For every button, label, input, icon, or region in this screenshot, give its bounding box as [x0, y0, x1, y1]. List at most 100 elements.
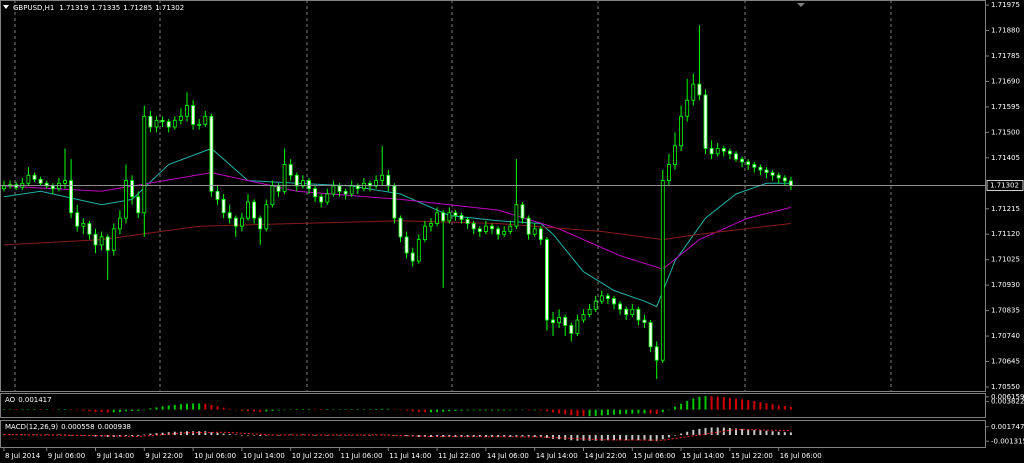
ao-bar [94, 409, 97, 412]
menu-icon[interactable] [3, 5, 9, 9]
ao-bar [149, 408, 152, 410]
ao-bar [198, 403, 201, 410]
ao-bar [655, 409, 658, 415]
candle-body [75, 212, 80, 227]
macd-bar [747, 429, 750, 436]
candle-body [227, 212, 232, 219]
y-tick-label: 0.001747 [991, 423, 1024, 431]
macd-bar [94, 435, 97, 437]
candle-body [593, 300, 598, 310]
ao-bar [631, 409, 634, 414]
macd-bar [771, 431, 774, 436]
candle-body [14, 184, 19, 188]
candle-body [697, 83, 702, 96]
ao-bar [350, 409, 353, 410]
candle-body [422, 225, 427, 240]
macd-bar [460, 435, 463, 437]
ao-bar [777, 405, 780, 410]
macd-bar [704, 427, 707, 436]
ao-bar [265, 409, 268, 412]
macd-bar [210, 432, 213, 436]
ao-bar [222, 407, 225, 410]
candle-body [99, 236, 104, 246]
candle-body [38, 178, 43, 184]
macd-bar [466, 435, 469, 437]
macd-bar [753, 429, 756, 436]
macd-bar [509, 435, 512, 437]
ao-bar [381, 408, 384, 410]
macd-bar [289, 434, 292, 436]
ao-bar [582, 409, 585, 417]
candle-body [654, 346, 659, 361]
ao-bar [661, 409, 664, 413]
ao-bar [88, 409, 91, 412]
ao-bar [362, 409, 365, 410]
candle-body [490, 225, 494, 230]
ao-bar [765, 403, 768, 410]
macd-bar [515, 435, 518, 437]
candle-body [502, 231, 507, 235]
ao-bar [680, 403, 683, 410]
y-tick-label: 1.71595 [991, 103, 1020, 111]
candle-body [612, 298, 616, 305]
candle-body [673, 145, 677, 165]
macd-bar [161, 432, 164, 436]
macd-bar [106, 435, 109, 437]
candle-body [50, 185, 55, 190]
ao-bar [82, 409, 85, 411]
macd-bar [149, 433, 152, 436]
macd-bar [661, 435, 664, 440]
candle-body [740, 158, 744, 163]
ao-bar [375, 409, 378, 410]
shift-marker[interactable] [797, 3, 805, 7]
y-tick-label: 1.71785 [991, 52, 1020, 60]
macd-signal [3, 428, 791, 441]
macd-bar [350, 435, 353, 436]
macd-bar [240, 435, 243, 436]
candle-body [545, 239, 549, 321]
candle-body [154, 119, 159, 128]
candle-body [209, 115, 214, 192]
ao-bar [497, 409, 500, 411]
y-tick-label: 1.70740 [991, 332, 1020, 340]
y-tick-label: 1.71975 [991, 1, 1020, 9]
ao-bar [576, 409, 579, 416]
macd-name: MACD(12,26,9) [5, 423, 58, 431]
macd-bar [564, 435, 567, 440]
ao-bar [430, 409, 432, 413]
y-tick-label: 1.70550 [991, 383, 1020, 391]
macd-bar [216, 432, 219, 436]
ao-bar [301, 409, 304, 410]
y-tick-label: 1.71215 [991, 205, 1020, 213]
macd-bar [21, 434, 24, 436]
candle-body [343, 190, 348, 195]
macd-bar [326, 435, 329, 436]
candle-body [758, 166, 763, 171]
candle-body [294, 174, 299, 187]
macd-bar [125, 435, 127, 436]
macd-bar [637, 435, 640, 441]
ao-bar [106, 409, 109, 413]
ao-bar [45, 409, 48, 410]
macd-bar [741, 428, 744, 436]
macd-bar [491, 435, 493, 437]
ao-bar [271, 409, 274, 411]
candle-body [776, 174, 781, 179]
macd-bar [222, 433, 225, 436]
ao-bar [167, 405, 170, 410]
candle-body [386, 174, 391, 187]
open: 1.71319 [59, 4, 88, 12]
candle-body [313, 188, 318, 198]
candle-body [648, 322, 653, 348]
macd-bar [338, 435, 341, 436]
candle-body [471, 223, 476, 230]
macd-bar [686, 431, 689, 436]
ao-bar [308, 409, 310, 410]
ao-bar [369, 409, 371, 410]
x-tick-label: 11 Jul 14:00 [389, 452, 431, 460]
ao-bar [186, 403, 188, 410]
ao-bar [234, 409, 237, 411]
ao-bar [625, 409, 628, 414]
